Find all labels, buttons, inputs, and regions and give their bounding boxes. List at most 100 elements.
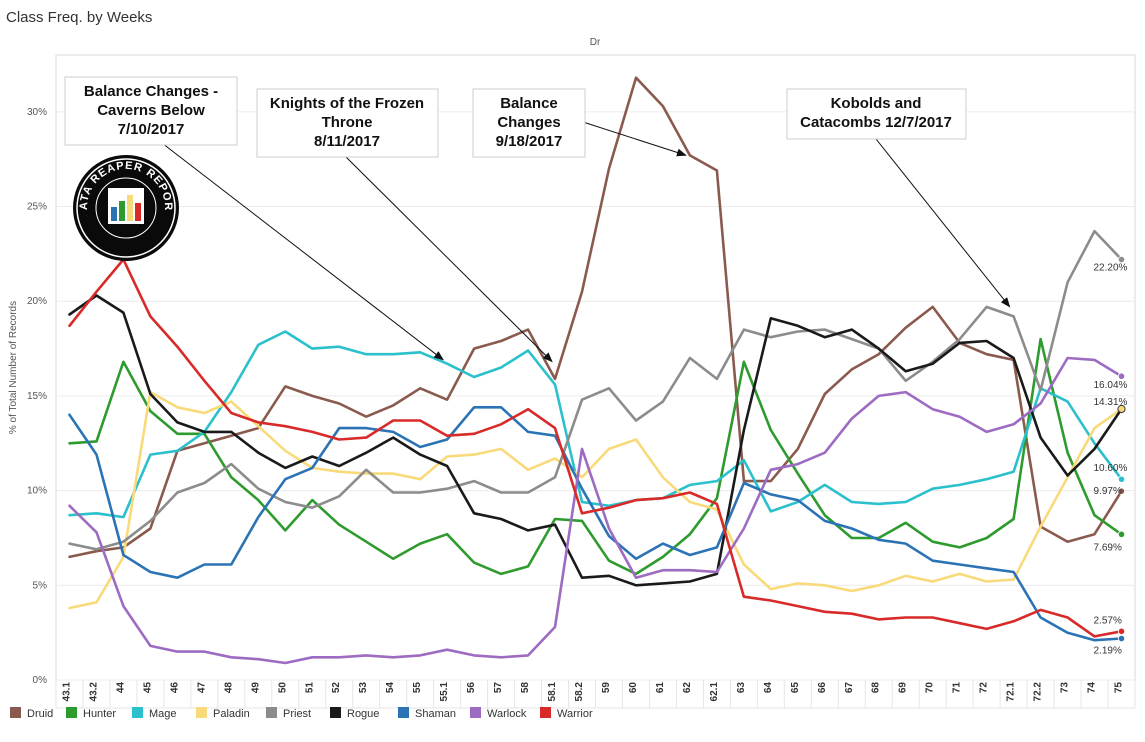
y-tick-label: 30% [27, 107, 47, 118]
annotation-text: Balance [500, 95, 558, 112]
end-marker-priest [1117, 255, 1126, 264]
x-tick-label: 58.2 [574, 682, 585, 702]
annotation-box [786, 88, 967, 140]
legend-label-rogue: Rogue [347, 708, 379, 720]
x-tick-label: 73 [1060, 682, 1071, 694]
x-tick-label: 55 [412, 682, 423, 694]
axis-layer: Dr 0% 5% 10% 15% 20% 25% 30% % of Total Number o… [8, 37, 1125, 701]
logo-ring [76, 158, 176, 258]
x-tick-label: 56 [466, 682, 477, 694]
y-tick-label: 20% [27, 296, 47, 307]
annotation-text: Caverns Below [97, 102, 205, 119]
annotation-box [256, 88, 439, 158]
end-label-priest: 22.20% [1094, 263, 1128, 274]
annotation-box [64, 76, 238, 146]
annotation-text: Kobolds and [831, 95, 922, 112]
end-label-shaman: 2.19% [1094, 646, 1122, 657]
x-tick-label: 58 [520, 682, 531, 694]
x-tick-label: 68 [871, 682, 882, 694]
y-tick-label: 15% [27, 391, 47, 402]
x-tick-label: 53 [358, 682, 369, 694]
grid-layer [55, 54, 1136, 709]
x-tick-label: 63 [736, 682, 747, 694]
annotation-text: 8/11/2017 [314, 133, 380, 150]
y-tick-label: 0% [33, 675, 48, 686]
chart-title: Class Freq. by Weeks [6, 9, 153, 26]
x-tick-label: 61 [655, 682, 666, 694]
x-tick-label: 64 [763, 682, 774, 694]
logo-inner-ring [95, 177, 157, 239]
x-tick-label: 46 [169, 682, 180, 694]
x-tick-label: 62 [682, 682, 693, 694]
annotation-arrow [582, 121, 687, 157]
x-tick-label: 54 [385, 682, 396, 694]
legend-swatch-warlock [470, 707, 481, 718]
x-tick-label: 60 [628, 682, 639, 694]
x-tick-label: 66 [817, 682, 828, 694]
annotation-arrow [875, 138, 1011, 308]
x-tick-label: 55.1 [439, 682, 450, 702]
x-tick-label: 70 [925, 682, 936, 694]
x-tick-label: 72.2 [1033, 682, 1044, 702]
legend-label-mage: Mage [149, 708, 177, 720]
end-marker-warlock [1117, 372, 1126, 380]
end-marker-druid [1117, 487, 1126, 495]
series-line-paladin [68, 390, 1123, 610]
logo-chart-bar [135, 203, 141, 221]
end-label-paladin: 14.31% [1094, 397, 1128, 408]
legend-swatch-shaman [398, 707, 409, 718]
legend-swatch-mage [132, 707, 143, 718]
series-line-priest [68, 229, 1123, 551]
annotation-box [472, 88, 586, 158]
end-label-druid: 9.97% [1094, 486, 1122, 497]
x-tick-label: 51 [304, 682, 315, 694]
y-tick-label: 25% [27, 202, 47, 213]
end-marker-warrior [1117, 627, 1126, 635]
legend-label-warlock: Warlock [487, 708, 527, 720]
x-tick-label: 75 [1114, 682, 1125, 694]
x-tick-label: 62.1 [709, 682, 720, 702]
annotation-text: Changes [497, 114, 560, 131]
x-tick-label: 71 [952, 682, 963, 694]
legend-swatch-hunter [66, 707, 77, 718]
x-tick-label: 74 [1087, 682, 1098, 694]
annotation-text: 9/18/2017 [496, 133, 563, 150]
series-line-druid [68, 76, 1123, 559]
x-tick-label: 67 [844, 682, 855, 694]
legend-label-hunter: Hunter [83, 708, 116, 720]
end-label-layer: 22.20% 16.04% 14.31% 10.60% 9.97% 7.69% 2.57% 2… [1094, 255, 1128, 657]
series-line-mage [68, 330, 1123, 519]
logo-chart-bar [111, 207, 117, 221]
end-label-hunter: 7.69% [1094, 542, 1122, 553]
end-label-mage: 10.60% [1094, 463, 1128, 474]
legend-label-paladin: Paladin [213, 708, 250, 720]
annotation-arrow [157, 139, 444, 361]
x-tick-label: 48 [223, 682, 234, 694]
end-marker-mage [1117, 475, 1126, 483]
x-tick-label: 72.1 [1006, 682, 1017, 702]
x-tick-label: 69 [898, 682, 909, 694]
annotation-text: 7/10/2017 [118, 121, 185, 138]
x-tick-label: 59 [601, 682, 612, 694]
legend: Druid Hunter Mage Paladin Priest Rogue Shaman W… [10, 707, 593, 720]
legend-label-priest: Priest [283, 708, 311, 720]
end-label-warrior: 2.57% [1094, 615, 1122, 626]
legend-swatch-druid [10, 707, 21, 718]
x-tick-label: 44 [115, 682, 126, 694]
y-axis-label: % of Total Number of Records [8, 301, 19, 434]
x-tick-label: 50 [277, 682, 288, 694]
legend-label-druid: Druid [27, 708, 53, 720]
series-line-warlock [68, 356, 1123, 665]
x-tick-label: 49 [250, 682, 261, 694]
logo-chart-bar [127, 195, 133, 221]
series-layer [68, 76, 1123, 665]
legend-swatch-priest [266, 707, 277, 718]
annotation-arrow [345, 156, 553, 363]
legend-label-warrior: Warrior [557, 708, 593, 720]
x-tick-label: 65 [790, 682, 801, 694]
x-tick-label: 47 [196, 682, 207, 694]
plot-frame [55, 54, 1136, 681]
annotation-text: Throne [322, 114, 373, 131]
legend-label-shaman: Shaman [415, 708, 456, 720]
